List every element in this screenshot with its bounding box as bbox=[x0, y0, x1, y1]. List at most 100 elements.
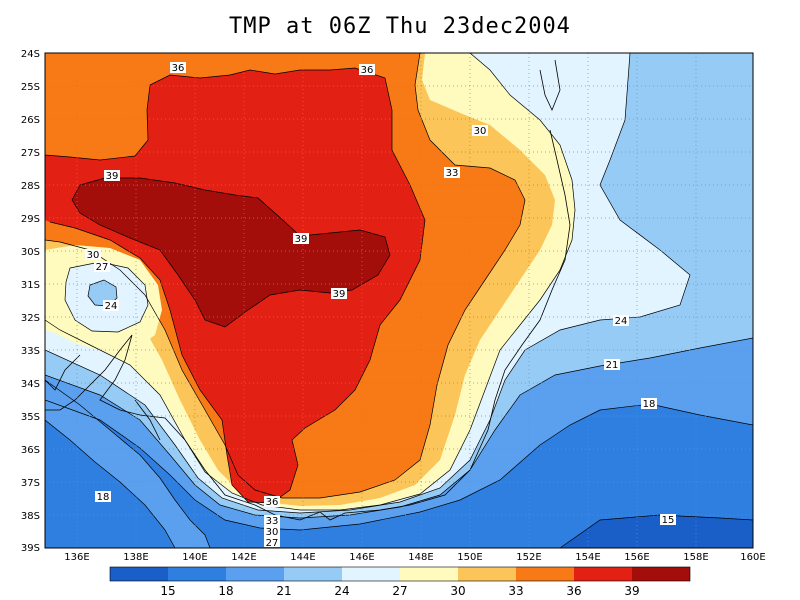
legend-swatch bbox=[516, 567, 574, 581]
lat-label: 24S bbox=[21, 49, 40, 60]
lon-label: 154E bbox=[575, 552, 600, 563]
lat-label: 27S bbox=[21, 148, 40, 159]
legend-label: 18 bbox=[218, 584, 233, 598]
color-legend: 15 18 21 24 27 30 33 36 39 bbox=[109, 566, 691, 598]
lat-axis: 24S 25S 26S 27S 28S 29S 30S 31S 32S 33S … bbox=[21, 49, 40, 554]
svg-text:36: 36 bbox=[266, 497, 279, 508]
svg-text:33: 33 bbox=[266, 516, 279, 527]
contour-label: 30 bbox=[264, 526, 280, 538]
svg-text:30: 30 bbox=[474, 126, 487, 137]
lon-label: 142E bbox=[231, 552, 256, 563]
filled-contours bbox=[45, 53, 753, 548]
legend-label: 39 bbox=[624, 584, 639, 598]
contour-label: 36 bbox=[264, 496, 280, 508]
legend-swatch bbox=[458, 567, 516, 581]
lat-label: 26S bbox=[21, 115, 40, 126]
svg-text:24: 24 bbox=[105, 301, 118, 312]
contour-label: 39 bbox=[293, 233, 309, 245]
svg-text:18: 18 bbox=[643, 399, 656, 410]
legend-swatch bbox=[574, 567, 632, 581]
legend-swatch bbox=[400, 567, 458, 581]
lon-label: 160E bbox=[740, 552, 765, 563]
contour-lines bbox=[45, 53, 753, 548]
legend-swatch bbox=[632, 567, 690, 581]
legend-swatch bbox=[284, 567, 342, 581]
plot-frame bbox=[44, 52, 754, 549]
lon-label: 152E bbox=[516, 552, 541, 563]
band-lt15 bbox=[560, 515, 753, 548]
contour-label: 30 bbox=[472, 125, 488, 137]
svg-text:33: 33 bbox=[446, 168, 459, 179]
graticule bbox=[45, 53, 753, 548]
legend-label: 36 bbox=[566, 584, 581, 598]
legend-swatch bbox=[342, 567, 400, 581]
svg-text:24: 24 bbox=[615, 316, 628, 327]
svg-text:18: 18 bbox=[97, 492, 110, 503]
band-sw-15-18 bbox=[45, 420, 175, 548]
legend-label: 27 bbox=[392, 584, 407, 598]
lon-label: 140E bbox=[182, 552, 207, 563]
contour-label: 30 bbox=[85, 249, 101, 261]
lon-label: 136E bbox=[64, 552, 89, 563]
legend-label: 21 bbox=[276, 584, 291, 598]
legend-swatch bbox=[226, 567, 284, 581]
svg-text:39: 39 bbox=[295, 234, 308, 245]
lat-label: 28S bbox=[21, 181, 40, 192]
lat-label: 29S bbox=[21, 214, 40, 225]
lat-label: 32S bbox=[21, 313, 40, 324]
legend-swatch bbox=[168, 567, 226, 581]
contour-label: 18 bbox=[641, 398, 657, 410]
svg-text:30: 30 bbox=[87, 250, 100, 261]
svg-text:36: 36 bbox=[172, 63, 185, 74]
contour-label: 36 bbox=[170, 62, 186, 74]
lat-label: 34S bbox=[21, 379, 40, 390]
band-west-21-24 bbox=[88, 280, 117, 306]
legend-label: 33 bbox=[508, 584, 523, 598]
contour-label: 24 bbox=[613, 315, 629, 327]
contour-label-group: 36 36 30 33 39 39 39 30 27 24 24 21 18 1… bbox=[85, 62, 676, 549]
legend-label: 24 bbox=[334, 584, 349, 598]
lat-label: 37S bbox=[21, 478, 40, 489]
contour-label: 33 bbox=[444, 167, 460, 179]
contour-label: 18 bbox=[95, 491, 111, 503]
lon-axis: 136E 138E 140E 142E 144E 146E 148E 150E … bbox=[64, 552, 765, 563]
lon-label: 148E bbox=[408, 552, 433, 563]
lat-label: 38S bbox=[21, 511, 40, 522]
contour-label: 36 bbox=[359, 64, 375, 76]
contour-label: 39 bbox=[331, 288, 347, 300]
legend-label: 15 bbox=[160, 584, 175, 598]
legend-swatch bbox=[110, 567, 168, 581]
lon-label: 150E bbox=[457, 552, 482, 563]
lat-label: 31S bbox=[21, 280, 40, 291]
lon-label: 144E bbox=[290, 552, 315, 563]
svg-text:36: 36 bbox=[361, 65, 374, 76]
legend-label: 30 bbox=[450, 584, 465, 598]
coastline bbox=[45, 59, 571, 521]
lon-label: 156E bbox=[624, 552, 649, 563]
svg-text:27: 27 bbox=[266, 538, 279, 549]
lat-label: 35S bbox=[21, 412, 40, 423]
band-gt39 bbox=[72, 178, 390, 327]
svg-text:15: 15 bbox=[662, 515, 675, 526]
lat-label: 30S bbox=[21, 247, 40, 258]
lon-label: 138E bbox=[123, 552, 148, 563]
lat-label: 39S bbox=[21, 543, 40, 554]
contour-label: 33 bbox=[264, 515, 280, 527]
contour-label: 39 bbox=[104, 170, 120, 182]
lat-label: 25S bbox=[21, 82, 40, 93]
svg-text:39: 39 bbox=[333, 289, 346, 300]
svg-text:27: 27 bbox=[96, 262, 109, 273]
map-title: TMP at 06Z Thu 23dec2004 bbox=[229, 14, 571, 39]
lon-label: 146E bbox=[349, 552, 374, 563]
contour-label: 24 bbox=[103, 300, 119, 312]
svg-text:21: 21 bbox=[606, 360, 619, 371]
lon-label: 158E bbox=[683, 552, 708, 563]
contour-label: 15 bbox=[660, 514, 676, 526]
contour-label: 27 bbox=[94, 261, 110, 273]
contour-label: 27 bbox=[264, 537, 280, 549]
contour-label: 21 bbox=[604, 359, 620, 371]
lat-label: 33S bbox=[21, 346, 40, 357]
lat-label: 36S bbox=[21, 445, 40, 456]
svg-text:30: 30 bbox=[266, 527, 279, 538]
